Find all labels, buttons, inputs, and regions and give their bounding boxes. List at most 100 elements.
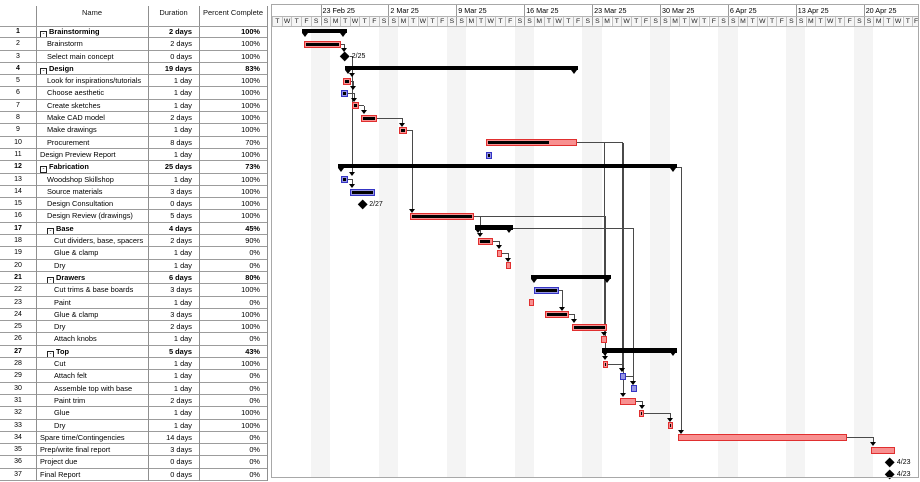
percent-complete-cell[interactable]: 100% [241,420,260,430]
collapse-icon[interactable]: - [40,67,47,75]
duration-cell[interactable]: 4 days [168,223,192,233]
percent-complete-cell[interactable]: 100% [241,174,260,184]
task-row[interactable]: 5 Look for inspirations/tutorials 1 day 100… [0,75,267,88]
percent-complete-cell[interactable]: 83% [245,63,260,73]
duration-cell[interactable]: 1 day [173,248,192,258]
task-bar[interactable] [342,77,351,85]
task-row[interactable]: 4 - Design 19 days 83% [0,63,267,76]
duration-cell[interactable]: 2 days [170,322,192,332]
task-bar[interactable] [351,102,359,110]
task-row[interactable]: 25 Dry 2 days 100% [0,321,267,334]
milestone-marker[interactable] [356,199,368,210]
duration-cell[interactable]: 1 day [173,371,192,381]
summary-bar[interactable] [302,28,347,34]
task-name-cell[interactable]: Cut dividers, base, spacers [37,235,147,246]
task-row[interactable]: 26 Attach knobs 1 day 0% [0,333,267,346]
task-row[interactable]: 13 Woodshop Skillshop 1 day 100% [0,174,267,186]
duration-cell[interactable]: 1 day [173,420,192,430]
duration-cell[interactable]: 8 days [170,137,192,147]
duration-cell[interactable]: 1 day [173,174,192,184]
task-bar[interactable] [620,397,637,405]
duration-cell[interactable]: 3 days [170,309,192,319]
task-row[interactable]: 34 Spare time/Contingencies 14 days 0% [0,432,267,445]
task-bar[interactable] [630,385,637,393]
duration-cell[interactable]: 19 days [164,63,192,73]
task-bar[interactable] [545,311,569,319]
task-row[interactable]: 20 Dry 1 day 0% [0,260,267,272]
duration-cell[interactable]: 1 day [173,383,192,393]
milestone-marker[interactable] [339,51,350,62]
percent-complete-cell[interactable]: 100% [241,408,260,418]
task-bar[interactable] [409,213,474,221]
duration-cell[interactable]: 6 days [168,272,192,282]
task-bar[interactable] [571,323,607,331]
percent-complete-cell[interactable]: 100% [241,309,260,319]
percent-complete-cell[interactable]: 0% [249,371,260,381]
task-bar[interactable] [678,434,848,442]
task-name-cell[interactable]: - Design [37,63,147,75]
percent-complete-cell[interactable]: 0% [249,297,260,307]
percent-complete-cell[interactable]: 100% [241,76,260,86]
duration-cell[interactable]: 25 days [164,162,192,172]
percent-complete-cell[interactable]: 80% [245,272,260,282]
task-bar[interactable] [533,286,560,294]
task-name-cell[interactable]: Dry [37,420,147,431]
percent-complete-cell[interactable]: 0% [249,432,260,442]
task-bar[interactable] [870,446,895,454]
percent-complete-cell[interactable]: 100% [241,88,260,98]
task-row[interactable]: 14 Source materials 3 days 100% [0,186,267,199]
summary-bar[interactable] [474,225,513,230]
task-name-cell[interactable]: Source materials [37,186,147,197]
task-row[interactable]: 9 Make drawings 1 day 100% [0,124,267,137]
duration-cell[interactable]: 1 day [173,359,192,369]
task-bar[interactable] [602,360,609,368]
task-bar[interactable] [486,151,492,159]
task-name-cell[interactable]: - Top [37,346,147,358]
percent-complete-cell[interactable]: 100% [241,39,260,49]
task-name-cell[interactable]: Paint trim [37,395,147,406]
task-bar[interactable] [505,262,512,270]
task-row[interactable]: 12 - Fabrication 25 days 73% [0,161,267,174]
task-row[interactable]: 33 Dry 1 day 100% [0,420,267,432]
summary-bar[interactable] [344,65,578,71]
duration-cell[interactable]: 2 days [170,113,192,123]
duration-cell[interactable]: 3 days [170,186,192,196]
duration-cell[interactable]: 14 days [166,432,192,442]
task-bar[interactable] [399,127,407,135]
task-name-cell[interactable]: Attach knobs [37,333,147,344]
task-name-cell[interactable]: Final Report [37,469,147,480]
task-row[interactable]: 16 Design Review (drawings) 5 days 100% [0,210,267,223]
percent-complete-cell[interactable]: 100% [241,100,260,110]
collapse-icon[interactable]: - [47,227,54,235]
task-bar[interactable] [486,139,577,147]
task-row[interactable]: 6 Choose aesthetic 1 day 100% [0,87,267,100]
task-bar[interactable] [349,188,376,196]
task-row[interactable]: 17 - Base 4 days 45% [0,223,267,236]
task-name-cell[interactable]: Assemble top with base [37,383,147,394]
duration-cell[interactable]: 1 day [173,260,192,270]
task-bar[interactable] [667,422,674,430]
task-name-cell[interactable]: Paint [37,297,147,308]
duration-cell[interactable]: 0 days [170,457,192,467]
percent-complete-cell[interactable]: 100% [241,125,260,135]
task-bar[interactable] [477,237,494,245]
task-bar[interactable] [639,409,645,417]
duration-cell[interactable]: 1 day [173,76,192,86]
task-row[interactable]: 23 Paint 1 day 0% [0,297,267,309]
duration-cell[interactable]: 0 days [170,199,192,209]
percent-complete-cell[interactable]: 70% [245,137,260,147]
task-row[interactable]: 11 Design Preview Report 1 day 100% [0,149,267,162]
task-name-cell[interactable]: - Base [37,223,147,235]
task-row[interactable]: 10 Procurement 8 days 70% [0,137,267,149]
task-name-cell[interactable]: Glue [37,407,147,418]
task-name-cell[interactable]: - Brainstorming [37,26,147,38]
percent-complete-cell[interactable]: 45% [245,223,260,233]
task-name-cell[interactable]: Dry [37,321,147,332]
task-row[interactable]: 1 - Brainstorming 2 days 100% [0,26,267,39]
percent-complete-cell[interactable]: 100% [241,149,260,159]
column-header-name[interactable]: Name [81,8,102,17]
percent-complete-cell[interactable]: 0% [249,395,260,405]
task-name-cell[interactable]: Procurement [37,137,147,148]
collapse-icon[interactable]: - [40,166,47,173]
duration-cell[interactable]: 5 days [170,211,192,221]
